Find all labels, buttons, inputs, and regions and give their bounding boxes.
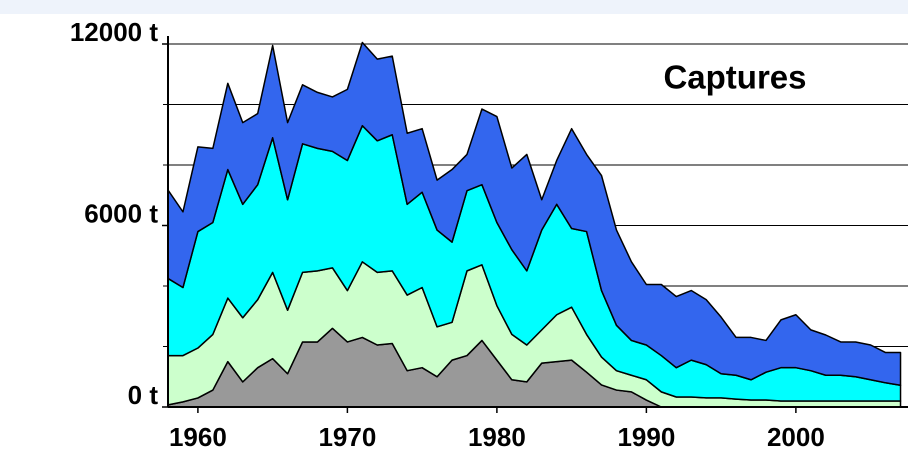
x-tick-label: 1960 [169,422,227,452]
y-tick-label: 12000 t [70,17,159,47]
x-tick-label: 1970 [318,422,376,452]
x-tick-label: 2000 [767,422,825,452]
areas [167,41,902,408]
chart-title: Captures [663,59,806,96]
top-strip [0,0,908,14]
x-tick-label: 1990 [617,422,675,452]
x-tick-label: 1980 [468,422,526,452]
y-tick-label: 0 t [128,380,159,410]
axes: 0 t 6000 t 12000 t 1960 1970 1980 1990 2000 [70,17,908,452]
y-tick-label: 6000 t [84,198,158,228]
area [167,41,902,386]
